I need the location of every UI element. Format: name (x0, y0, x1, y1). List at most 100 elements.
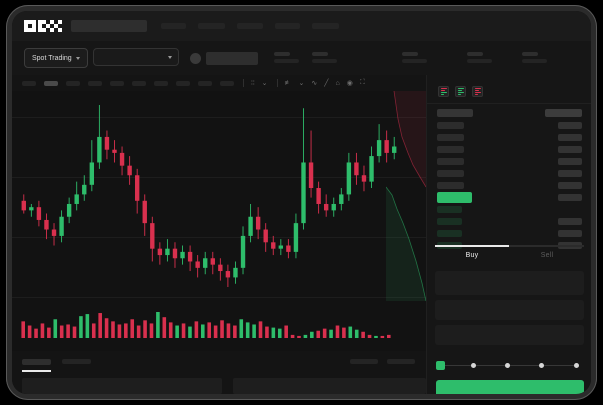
volume-series (21, 312, 391, 338)
orderbook-row[interactable] (427, 119, 591, 131)
market-stat-label (274, 52, 290, 56)
nav-item-2[interactable] (198, 23, 225, 29)
app-header (12, 11, 591, 41)
orderbook-row[interactable] (427, 143, 591, 155)
orderbook-row[interactable] (427, 179, 591, 191)
orderbook-cell-left (437, 205, 462, 213)
market-stat-label (402, 52, 418, 56)
fullscreen-icon[interactable]: ⛶ (359, 79, 365, 86)
amount-slider[interactable] (427, 359, 591, 373)
orderbook-cell-left (437, 133, 464, 141)
ruler-icon[interactable]: ╱ (324, 80, 329, 87)
line-chart-icon[interactable]: ∿ (311, 80, 318, 87)
market-stat-value (402, 59, 427, 63)
orderbook-cell-right (558, 145, 582, 153)
orderbook-cell-right (558, 181, 582, 189)
alert-icon[interactable]: ⌂ (335, 79, 340, 87)
buy-sell-tabs: Buy Sell (427, 245, 591, 267)
trading-mode-label: Spot Trading (32, 54, 72, 62)
orderbook-cell-right (545, 109, 582, 117)
nav-item-5[interactable] (312, 23, 339, 29)
chart-gridline (12, 177, 426, 178)
market-stat-label (522, 52, 538, 56)
screen: Spot Trading (12, 11, 591, 394)
orderbook-bids-icon[interactable] (455, 86, 466, 97)
orderbook-rows[interactable] (427, 107, 591, 251)
bottom-tab-1[interactable] (22, 359, 51, 365)
orderbook-cell-left (437, 121, 464, 129)
orderbook-row[interactable] (427, 227, 591, 239)
orderbook-row[interactable] (427, 215, 591, 227)
indicators-icon[interactable]: ∶∶ (251, 80, 255, 87)
slider-dot-3[interactable] (539, 362, 544, 368)
slider-dot-2[interactable] (505, 362, 510, 368)
main-nav (161, 23, 339, 29)
timeframe-4[interactable] (88, 80, 102, 86)
orderbook-cell-left (437, 181, 464, 189)
orderbook-cell-left (437, 157, 464, 165)
slider-handle[interactable] (436, 361, 445, 370)
tab-buy[interactable]: Buy (465, 252, 479, 259)
timeframe-8[interactable] (176, 80, 190, 86)
market-stat-value (312, 59, 337, 63)
bottom-tab-2[interactable] (62, 359, 91, 364)
market-stat-5 (522, 52, 547, 66)
trading-mode-button[interactable]: Spot Trading (24, 48, 88, 68)
timeframe-1[interactable] (22, 80, 36, 86)
search-input[interactable] (71, 20, 147, 32)
chart-gridline (12, 117, 426, 118)
toolbar-divider (243, 79, 244, 87)
settings-icon[interactable]: ◉ (346, 80, 353, 87)
slider-dot-1[interactable] (471, 362, 476, 368)
order-field-3[interactable] (435, 325, 584, 345)
orderbook-cell-right (558, 193, 582, 201)
market-stat-label (312, 52, 328, 56)
orderbook-cell-left (437, 191, 472, 203)
place-order-button[interactable] (436, 380, 584, 394)
orderbook-view-icons (438, 86, 483, 97)
timeframe-2[interactable] (44, 80, 58, 86)
orderbook-asks-icon[interactable] (472, 86, 483, 97)
market-stat-value (522, 59, 547, 63)
timeframe-3[interactable] (66, 80, 80, 86)
chart-gridline (12, 297, 426, 298)
pair-select[interactable] (93, 48, 179, 66)
nav-item-4[interactable] (275, 23, 300, 29)
orderbook-cell-right (558, 217, 582, 225)
orderbook-row[interactable] (427, 191, 591, 203)
timeframe-7[interactable] (154, 80, 168, 86)
orderbook-cell-left (437, 217, 462, 225)
orderbook-row[interactable] (427, 155, 591, 167)
order-field-1[interactable] (435, 271, 584, 295)
last-price (206, 52, 258, 65)
slider-dot-4[interactable] (574, 362, 579, 368)
orderbook-row[interactable] (427, 203, 591, 215)
toolbar-divider-2 (276, 79, 278, 87)
chevron-down-icon[interactable]: ⌄ (261, 80, 268, 87)
market-stat-2 (312, 52, 337, 66)
bottom-action-1[interactable] (350, 359, 378, 364)
tab-sell[interactable]: Sell (540, 252, 554, 259)
nav-item-3[interactable] (237, 23, 263, 29)
depth-overlay (386, 91, 426, 301)
bottom-action-2[interactable] (387, 359, 415, 364)
chevron-down-icon-2[interactable]: ⌄ (298, 80, 305, 87)
timeframe-9[interactable] (198, 80, 212, 86)
market-stat-label (467, 52, 483, 56)
okx-logo[interactable] (24, 19, 62, 33)
orderbook-row[interactable] (427, 107, 591, 119)
timeframe-6[interactable] (132, 80, 146, 86)
coin-avatar (190, 53, 201, 64)
market-stat-value (274, 59, 299, 63)
orderbook-cell-right (558, 169, 582, 177)
orderbook-row[interactable] (427, 167, 591, 179)
price-chart[interactable] (12, 91, 426, 351)
timeframe-10[interactable] (220, 80, 234, 86)
orderbook-row[interactable] (427, 131, 591, 143)
compare-icon[interactable]: ≢ (284, 79, 292, 87)
orderbook-both-icon[interactable] (438, 86, 449, 97)
order-field-2[interactable] (435, 300, 584, 320)
nav-item-1[interactable] (161, 23, 186, 29)
timeframe-5[interactable] (110, 80, 124, 86)
